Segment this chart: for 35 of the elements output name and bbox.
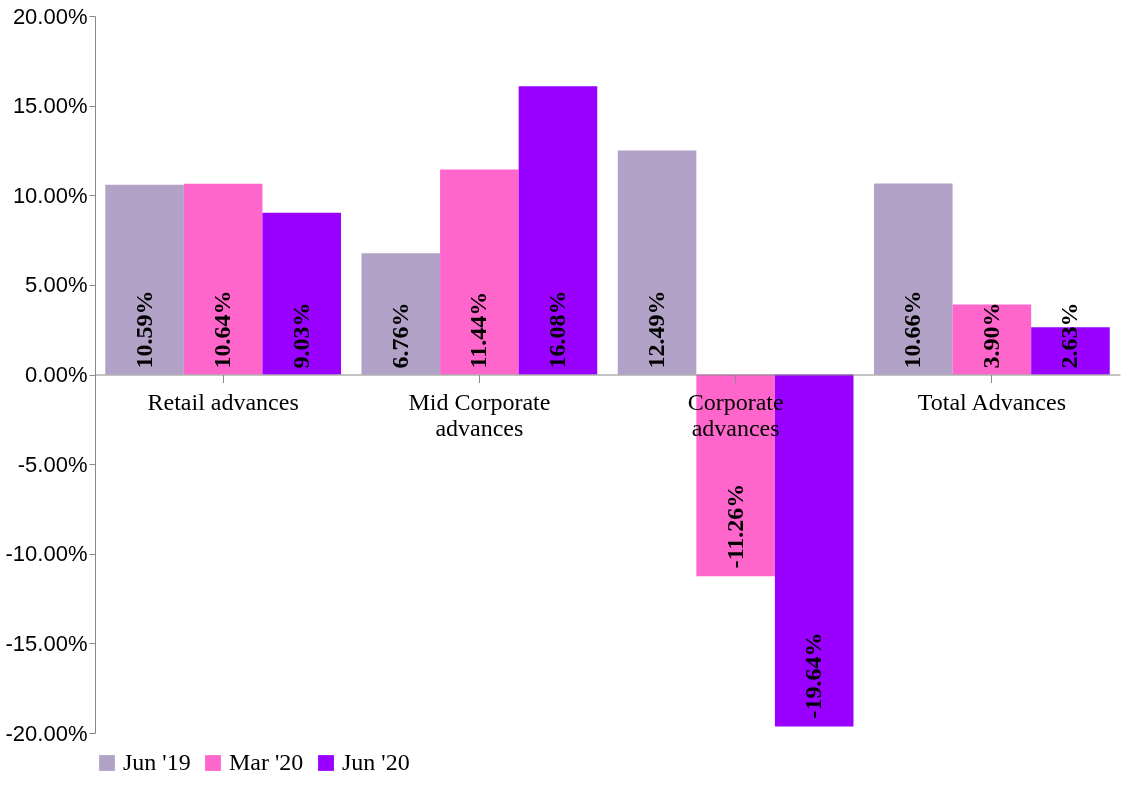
bar bbox=[617, 150, 697, 375]
data-label: 2.63% bbox=[1056, 302, 1083, 369]
legend-label: Mar '20 bbox=[229, 749, 304, 775]
x-tick-label: Total Advances bbox=[917, 389, 1067, 415]
data-label: 16.08% bbox=[543, 290, 570, 369]
bar bbox=[874, 183, 953, 375]
y-tick-label: -20.00% bbox=[5, 720, 88, 746]
data-label: 6.76% bbox=[386, 302, 413, 369]
legend-label: Jun '20 bbox=[342, 749, 410, 775]
data-label: -11.26% bbox=[721, 483, 748, 569]
bar bbox=[262, 212, 341, 375]
y-tick-label: -5.00% bbox=[17, 451, 88, 477]
y-tick-label: 10.00% bbox=[12, 182, 88, 208]
y-tick-label: -15.00% bbox=[5, 630, 88, 656]
data-label: 12.49% bbox=[643, 290, 670, 369]
data-label: 11.44% bbox=[465, 291, 492, 369]
y-tick-label: 20.00% bbox=[12, 3, 88, 29]
data-label: 10.64% bbox=[209, 290, 236, 369]
y-tick-label: 15.00% bbox=[12, 93, 88, 119]
y-tick-label: -10.00% bbox=[5, 541, 88, 567]
data-label: 9.03% bbox=[287, 302, 314, 369]
x-tick-label: Mid Corporate advances bbox=[408, 389, 551, 441]
bar bbox=[105, 184, 184, 375]
y-tick-label: 0.00% bbox=[25, 362, 88, 387]
data-label: 10.66% bbox=[899, 290, 926, 369]
data-label: 3.90% bbox=[977, 302, 1004, 369]
legend-label: Jun '19 bbox=[123, 749, 191, 775]
x-tick-label: Retail advances bbox=[147, 389, 299, 415]
bar bbox=[361, 253, 441, 375]
data-label: 10.59% bbox=[130, 290, 157, 369]
bar bbox=[440, 169, 519, 375]
bar bbox=[183, 183, 263, 375]
bar bbox=[518, 86, 598, 375]
data-label: -19.64% bbox=[800, 632, 827, 719]
y-tick-label: 5.00% bbox=[25, 272, 88, 298]
